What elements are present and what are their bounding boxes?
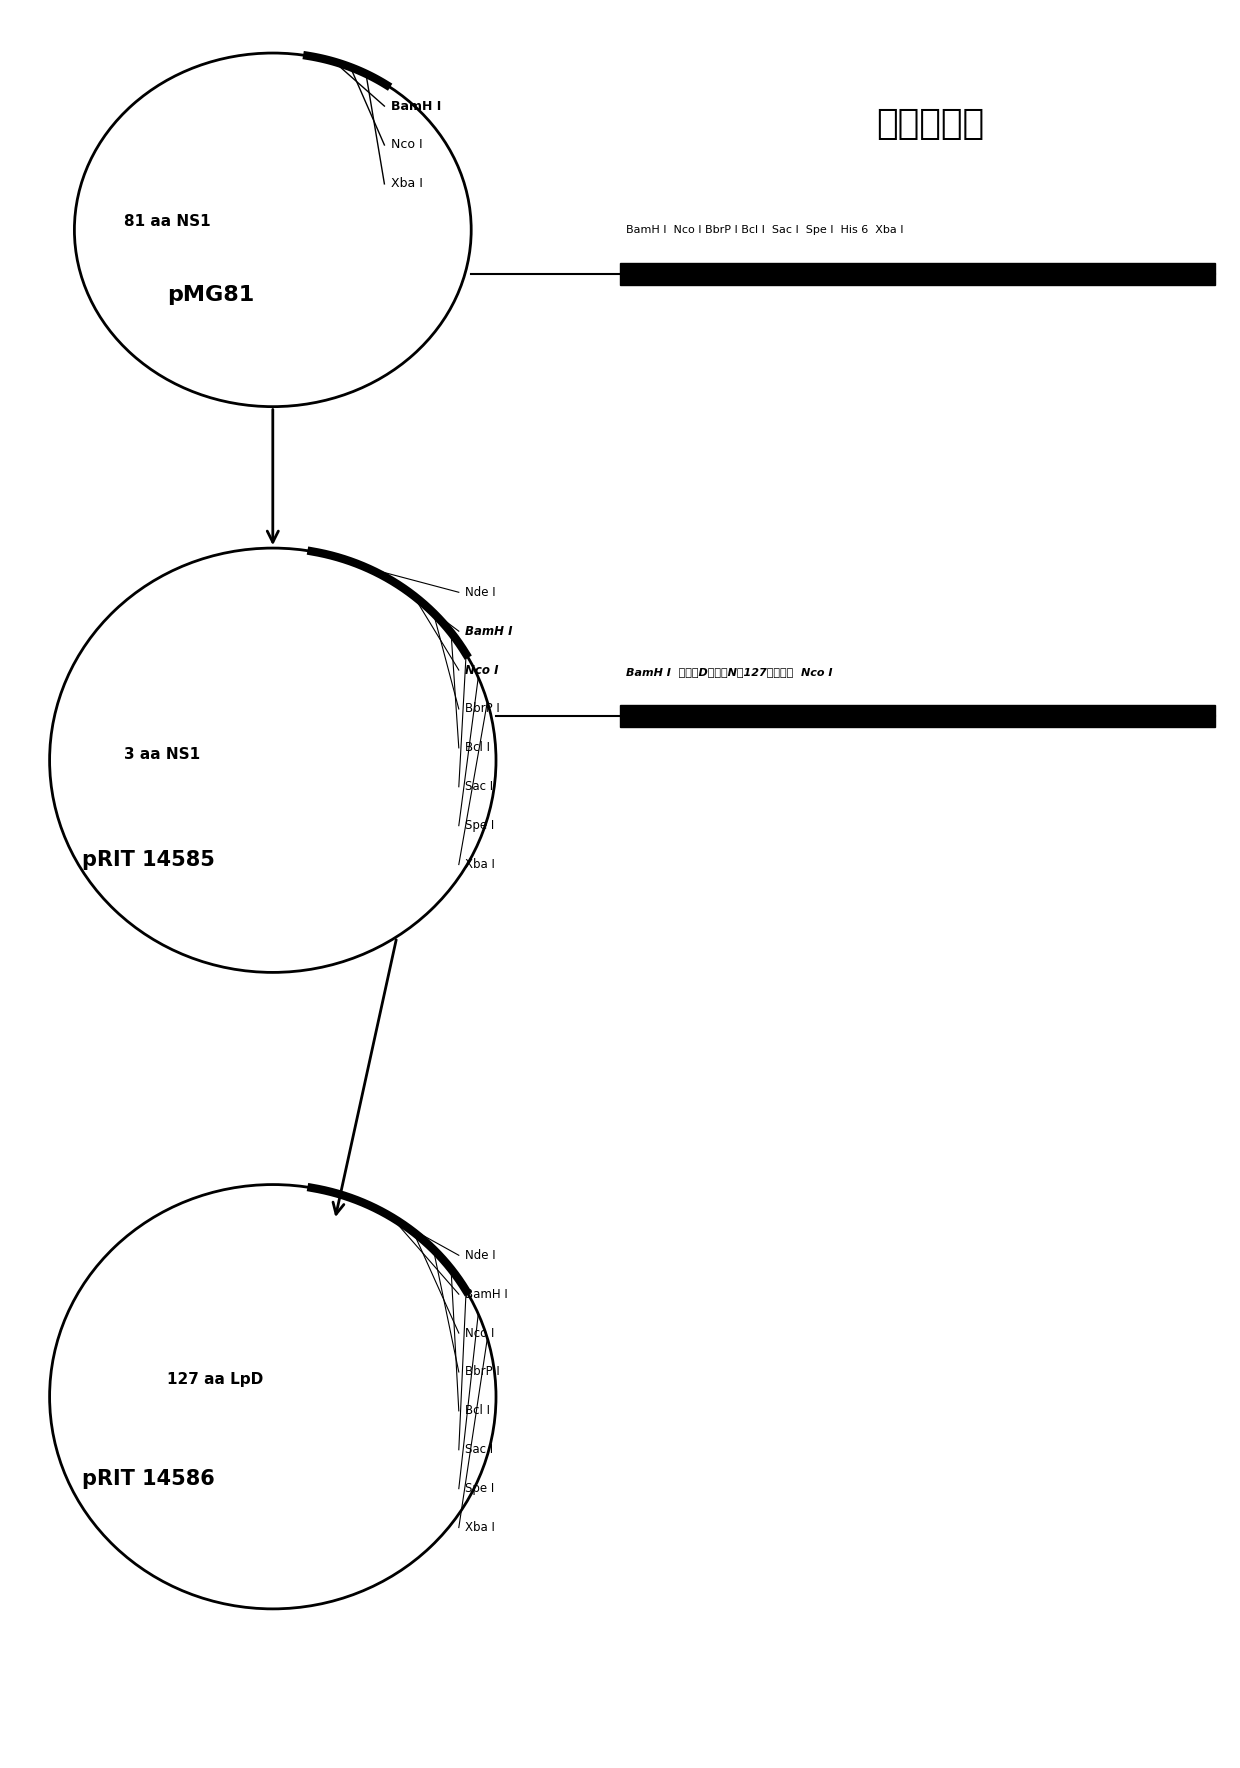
Text: BbrP I: BbrP I (465, 702, 500, 716)
Text: 127 aa LpD: 127 aa LpD (167, 1372, 264, 1386)
Bar (620, 705, 1215, 727)
Text: Xba I: Xba I (391, 177, 423, 191)
Text: Bcl I: Bcl I (465, 1404, 490, 1418)
Text: 81 aa NS1: 81 aa NS1 (124, 214, 211, 228)
Text: Nco I: Nco I (391, 138, 423, 152)
Text: Xba I: Xba I (465, 1520, 495, 1535)
Text: BamH I  融蛋白D前体的N端127个编码子  Nco I: BamH I 融蛋白D前体的N端127个编码子 Nco I (626, 667, 833, 677)
Text: BamH I: BamH I (465, 624, 512, 638)
Text: 3 aa NS1: 3 aa NS1 (124, 748, 200, 762)
Text: Sac I: Sac I (465, 1443, 494, 1457)
Text: Nco I: Nco I (465, 663, 498, 677)
Text: 多克隆位点: 多克隆位点 (875, 106, 985, 141)
Text: BamH I: BamH I (391, 99, 441, 113)
Text: Bcl I: Bcl I (465, 741, 490, 755)
Text: pMG81: pMG81 (167, 285, 254, 304)
Text: pRIT 14586: pRIT 14586 (82, 1469, 216, 1489)
Text: Spe I: Spe I (465, 819, 495, 833)
Text: pRIT 14585: pRIT 14585 (82, 850, 216, 870)
Text: Spe I: Spe I (465, 1482, 495, 1496)
Bar (620, 263, 1215, 285)
Text: Nco I: Nco I (465, 1326, 495, 1340)
Text: Nde I: Nde I (465, 1248, 496, 1262)
Text: Xba I: Xba I (465, 857, 495, 872)
Text: Sac I: Sac I (465, 780, 494, 794)
Text: BamH I  Nco I BbrP I Bcl I  Sac I  Spe I  His 6  Xba I: BamH I Nco I BbrP I Bcl I Sac I Spe I Hi… (626, 225, 904, 235)
Text: Nde I: Nde I (465, 585, 496, 599)
Text: BamH I: BamH I (465, 1287, 507, 1301)
Text: BbrP I: BbrP I (465, 1365, 500, 1379)
